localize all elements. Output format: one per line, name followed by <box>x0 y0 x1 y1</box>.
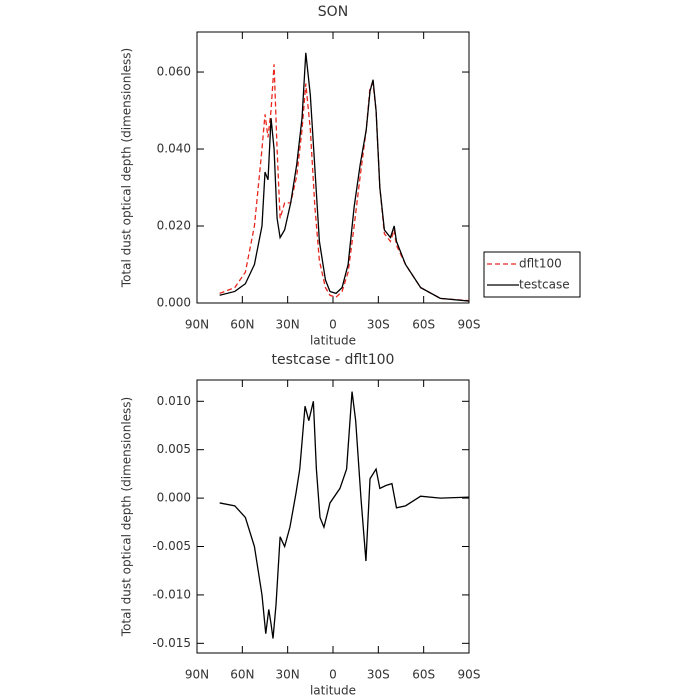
x-tick-label: 60S <box>412 668 435 682</box>
x-tick-label: 90S <box>458 668 481 682</box>
y-tick-label: 0.040 <box>157 142 191 156</box>
y-tick-label: -0.005 <box>152 539 191 553</box>
chart-title: SON <box>318 4 348 20</box>
x-tick-label: 30N <box>276 668 300 682</box>
legend-label: testcase <box>519 278 570 292</box>
x-tick-label: 0 <box>329 318 337 332</box>
x-tick-label: 90S <box>458 318 481 332</box>
y-tick-label: 0.020 <box>157 219 191 233</box>
legend-box <box>483 251 581 298</box>
plot-frame <box>196 379 470 654</box>
y-tick-label: 0.000 <box>157 296 191 310</box>
x-tick-label: 60S <box>412 318 435 332</box>
series-line <box>219 391 470 639</box>
x-tick-label: 30S <box>367 318 390 332</box>
y-tick-label: -0.015 <box>152 636 191 650</box>
plot-frame <box>196 31 470 304</box>
y-tick-label: 0.005 <box>157 442 191 456</box>
x-tick-label: 0 <box>329 668 337 682</box>
x-tick-label: 60N <box>230 668 254 682</box>
y-tick-label: 0.060 <box>157 65 191 79</box>
y-axis-label: Total dust optical depth (dimensionless) <box>120 48 134 288</box>
y-tick-label: 0.000 <box>157 491 191 505</box>
x-tick-label: 90N <box>185 318 209 332</box>
y-tick-label: -0.010 <box>152 587 191 601</box>
y-tick-label: 0.010 <box>157 394 191 408</box>
y-axis-label: Total dust optical depth (dimensionless) <box>120 397 134 637</box>
x-tick-label: 30S <box>367 668 390 682</box>
x-tick-label: 90N <box>185 668 209 682</box>
series-line <box>219 64 470 302</box>
legend-label: dflt100 <box>519 257 562 271</box>
series-line <box>219 52 470 302</box>
x-tick-label: 30N <box>276 318 300 332</box>
x-axis-label: latitude <box>310 684 356 698</box>
x-tick-label: 60N <box>230 318 254 332</box>
x-axis-label: latitude <box>310 334 356 348</box>
chart-title: testcase - dflt100 <box>272 352 395 368</box>
